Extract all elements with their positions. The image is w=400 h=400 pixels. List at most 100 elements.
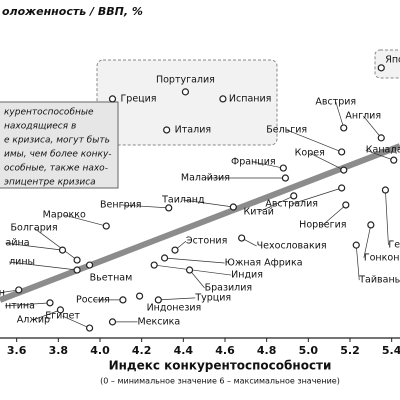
point-label: Греция [121,93,157,104]
point [150,261,158,269]
point [163,126,171,134]
point-label: Норвегия [299,219,346,230]
leader-line [189,269,205,289]
point-label: Алжир [17,314,50,325]
point-label: Египет [45,311,80,322]
point [185,266,194,274]
point-label: Италия [175,124,211,135]
x-tick-label: 5.2 [340,344,360,357]
leader-line [322,204,347,226]
point [181,88,190,96]
point-label: Индонезия [147,303,202,314]
point [102,222,110,230]
point-label: н [0,287,5,298]
point [338,148,346,156]
point [279,164,287,172]
leader-line [33,309,61,321]
point [338,184,346,192]
point-label: Япо [385,54,400,65]
point [119,296,127,304]
point-label: айна [6,238,30,249]
leader-line [64,214,107,227]
point [377,64,385,72]
trend-line [0,143,400,303]
leader-line [335,101,345,129]
point-label: Таиланд [161,195,205,206]
chart-title: оложенность / ВВП, % [2,5,143,18]
point [290,192,298,200]
leader-line [309,152,344,171]
point [390,156,398,164]
x-tick-label: 3.6 [7,344,27,357]
point [340,166,348,174]
point-label: Эстония [186,236,227,247]
point [154,296,162,304]
point [238,234,246,242]
point-label: Бразилия [205,283,253,294]
x-tick-label: 4.8 [257,344,277,357]
annotation-text: находящиеся в [4,122,76,132]
leader-line [258,195,294,213]
point [377,134,385,142]
leader-line [183,199,234,208]
point [85,324,94,332]
point-label: Гер [388,240,400,251]
point-label: Венгрия [100,199,141,210]
point-label: Южная Африка [225,258,303,269]
point [73,256,81,264]
x-tick-label: 4.6 [215,344,235,357]
point [281,174,290,182]
annotation-text: особные, также нахо- [4,164,108,174]
point [56,306,65,314]
point [381,186,390,194]
point-label: Вьетнам [90,273,133,284]
point-label: Болгария [11,223,58,234]
x-tick-label: 5.4 [382,344,400,357]
x-tick-label: 5.0 [299,344,319,357]
leader-line [5,242,63,251]
leader-line [158,297,196,301]
leader-line [365,149,394,161]
point-label: Канада [366,145,400,156]
point-label: Марокко [43,210,86,221]
cluster-box [96,59,278,146]
x-axis-title: Индекс конкурентоспособности [109,359,332,373]
point-label: лины [9,257,35,268]
x-tick-label: 4.0 [90,344,110,357]
point-label: Китай [244,206,274,217]
annotation-text: эпицентре кризиса [4,178,96,188]
point-label: Гонконг [364,252,400,263]
point-label: Россия [76,294,110,305]
point [135,292,144,300]
annotation-text: имы, чем более конку- [4,150,112,160]
x-axis-subtitle: (0 – минимальное значение 6 – максимальн… [100,377,340,386]
leader-line [362,115,382,139]
point-label: Мексика [138,316,181,327]
leader-line [9,261,78,271]
point-label: Тайвань [358,275,400,286]
leader-line [286,129,342,153]
point [85,261,94,269]
point-label: Индия [231,270,263,281]
leader-line [120,204,169,209]
annotation-text: курентоспособные [4,108,94,118]
point [46,299,54,307]
point-label: Турция [194,292,231,303]
annotation-box [0,101,119,189]
point [165,204,173,212]
point [171,246,179,254]
point-label: Англия [345,110,381,121]
point [219,95,227,103]
point [108,95,117,103]
leader-line [291,187,342,205]
point-label: Малайзия [181,173,230,184]
point-label: Австралия [265,198,318,209]
point-label: нтина [5,300,35,311]
x-tick-label: 3.8 [49,344,69,357]
point [108,318,117,326]
leader-line [355,245,360,281]
point [367,221,375,229]
point [342,201,350,209]
point [229,203,237,211]
